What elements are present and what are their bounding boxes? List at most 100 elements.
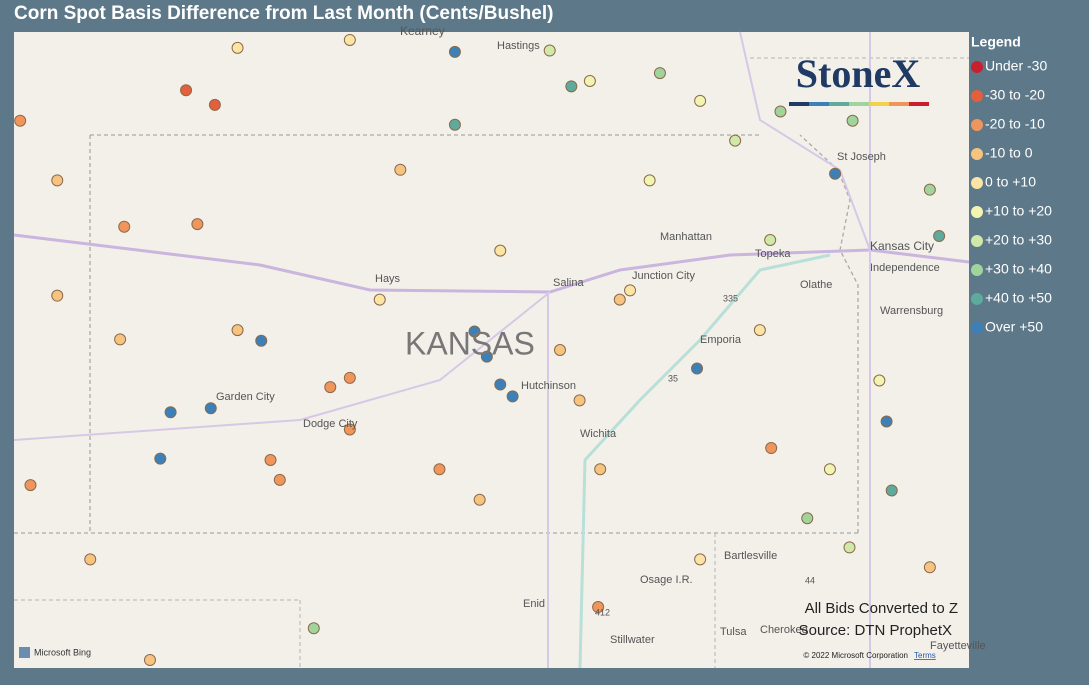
point (473, 493, 486, 506)
terms-link[interactable]: Terms (914, 651, 936, 660)
logo-bar (789, 102, 929, 106)
legend-label: -10 to 0 (985, 145, 1033, 161)
point (143, 654, 156, 667)
place-label: Hays (375, 273, 401, 285)
point (324, 381, 337, 394)
point (880, 415, 893, 428)
legend-label: Over +50 (985, 319, 1043, 335)
place-label: Junction City (632, 270, 695, 282)
place-label: 412 (595, 607, 610, 617)
point (264, 453, 277, 466)
point (801, 512, 814, 525)
point (24, 479, 37, 492)
point (506, 390, 519, 403)
legend-swatch (971, 264, 983, 276)
place-label: 44 (805, 575, 815, 585)
point (583, 75, 596, 88)
point (624, 284, 637, 297)
place-label: Emporia (700, 334, 742, 346)
point (51, 289, 64, 302)
point (51, 174, 64, 187)
point (394, 163, 407, 176)
point (448, 45, 461, 58)
point (823, 463, 836, 476)
legend-label: +40 to +50 (985, 290, 1052, 306)
legend-swatch (971, 293, 983, 305)
legend-label: 0 to +10 (985, 174, 1036, 190)
legend-label: -30 to -20 (985, 87, 1045, 103)
title: Corn Spot Basis Difference from Last Mon… (14, 3, 553, 24)
point (846, 114, 859, 127)
place-label: Kearney (400, 24, 445, 38)
point (494, 378, 507, 391)
point (764, 234, 777, 247)
point (933, 230, 946, 243)
point (343, 371, 356, 384)
place-label: Manhattan (660, 231, 712, 243)
point (307, 622, 320, 635)
place-label: Fayetteville (930, 640, 986, 652)
points (14, 33, 946, 667)
point (448, 118, 461, 131)
place-labels: Kearney Hastings St Joseph Manhattan Topeka K… (216, 24, 986, 652)
legend-swatch (971, 206, 983, 218)
point (343, 33, 356, 46)
place-label: Warrensburg (880, 305, 943, 317)
place-label: Salina (553, 277, 584, 289)
point (164, 406, 177, 419)
point (255, 334, 268, 347)
place-label: Cherokee (760, 624, 808, 636)
bing-label: Microsoft Bing (34, 647, 91, 657)
point (191, 218, 204, 231)
place-label: 35 (668, 373, 678, 383)
place-label: Stillwater (610, 634, 655, 646)
point (154, 452, 167, 465)
place-label: Tulsa (720, 626, 747, 638)
place-label: Hutchinson (521, 380, 576, 392)
copyright: © 2022 Microsoft Corporation (803, 651, 908, 660)
point (84, 553, 97, 566)
place-label: Dodge City (303, 418, 358, 430)
point (691, 362, 704, 375)
legend-swatch (971, 90, 983, 102)
point (273, 473, 286, 486)
point (204, 402, 217, 415)
note: Source: DTN ProphetX (799, 622, 952, 639)
point (114, 333, 127, 346)
place-label: Olathe (800, 279, 832, 291)
point (231, 41, 244, 54)
point (594, 463, 607, 476)
point (231, 324, 244, 337)
point (653, 67, 666, 80)
legend-title: Legend (971, 34, 1021, 50)
map-area (14, 32, 969, 668)
point (573, 394, 586, 407)
legend-label: -20 to -10 (985, 116, 1045, 132)
legend-swatch (971, 177, 983, 189)
place-label: Kansas City (870, 239, 934, 253)
point (543, 44, 556, 57)
place-label: KANSAS (405, 325, 535, 361)
point (829, 167, 842, 180)
legend-swatch (971, 322, 983, 334)
point (843, 541, 856, 554)
legend-label: +30 to +40 (985, 261, 1052, 277)
point (923, 183, 936, 196)
legend-swatch (971, 148, 983, 160)
point (765, 442, 778, 455)
point (480, 350, 493, 363)
point (613, 293, 626, 306)
place-label: Topeka (755, 248, 791, 260)
legend-swatch (971, 61, 983, 73)
point (373, 293, 386, 306)
point (694, 553, 707, 566)
bing-icon (19, 647, 30, 658)
legend-swatch (971, 119, 983, 131)
point (118, 220, 131, 233)
note: All Bids Converted to Z (805, 600, 958, 617)
point (433, 463, 446, 476)
point (14, 114, 27, 127)
point (729, 134, 742, 147)
